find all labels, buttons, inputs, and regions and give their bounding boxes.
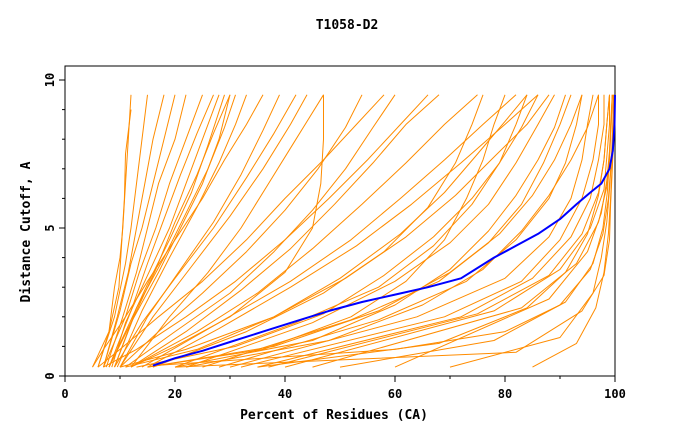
tick-layer: 0 20 40 60 80 100 0 5 10 bbox=[43, 73, 626, 401]
series-line bbox=[202, 94, 572, 368]
series-layer bbox=[92, 94, 616, 368]
series-line bbox=[284, 94, 610, 368]
series-line bbox=[119, 94, 528, 368]
series-line bbox=[174, 94, 616, 368]
series-line bbox=[103, 94, 176, 368]
series-line bbox=[119, 94, 280, 368]
series-line bbox=[174, 94, 566, 368]
y-tick-label: 0 bbox=[43, 372, 57, 379]
series-line bbox=[152, 94, 484, 368]
series-line bbox=[229, 94, 594, 368]
series-line bbox=[108, 94, 225, 368]
series-line bbox=[147, 94, 583, 368]
series-line bbox=[92, 94, 264, 368]
x-tick-label: 0 bbox=[61, 387, 68, 401]
x-tick-label: 40 bbox=[278, 387, 292, 401]
series-line bbox=[130, 94, 324, 368]
series-line bbox=[339, 94, 613, 368]
y-axis-label: Distance Cutoff, A bbox=[19, 161, 34, 302]
series-line bbox=[130, 94, 324, 368]
plot-frame bbox=[64, 65, 616, 377]
series-line bbox=[218, 94, 583, 368]
series-line bbox=[136, 94, 539, 368]
series-line bbox=[240, 94, 599, 368]
y-tick-label: 5 bbox=[43, 224, 57, 231]
series-line bbox=[97, 94, 148, 368]
series-line bbox=[185, 94, 599, 368]
series-line bbox=[257, 94, 605, 368]
series-line bbox=[119, 94, 308, 368]
y-tick-label: 10 bbox=[43, 73, 57, 87]
series-line bbox=[174, 94, 528, 368]
series-line bbox=[111, 94, 220, 368]
x-tick-label: 80 bbox=[498, 387, 512, 401]
series-line bbox=[103, 94, 165, 368]
series-line bbox=[108, 94, 231, 368]
series-line bbox=[125, 94, 396, 368]
chart-title: T1058-D2 bbox=[316, 18, 379, 33]
series-line bbox=[185, 94, 555, 368]
series-line bbox=[103, 94, 429, 368]
series-line bbox=[130, 94, 440, 368]
series-line bbox=[97, 94, 385, 368]
series-line bbox=[92, 109, 132, 368]
series-line bbox=[125, 94, 550, 368]
x-tick-label: 100 bbox=[604, 387, 626, 401]
series-line bbox=[130, 94, 478, 368]
series-line bbox=[105, 94, 187, 368]
series-line bbox=[257, 94, 610, 368]
series-line bbox=[114, 94, 297, 368]
x-axis-label: Percent of Residues (CA) bbox=[240, 408, 428, 423]
x-tick-label: 20 bbox=[168, 387, 182, 401]
series-line bbox=[114, 94, 236, 368]
series-line bbox=[141, 94, 517, 368]
series-line bbox=[152, 94, 615, 368]
series-line-highlight bbox=[152, 94, 616, 367]
series-line bbox=[119, 94, 363, 368]
series-line bbox=[147, 94, 506, 368]
series-line bbox=[103, 94, 203, 368]
x-tick-label: 60 bbox=[388, 387, 402, 401]
